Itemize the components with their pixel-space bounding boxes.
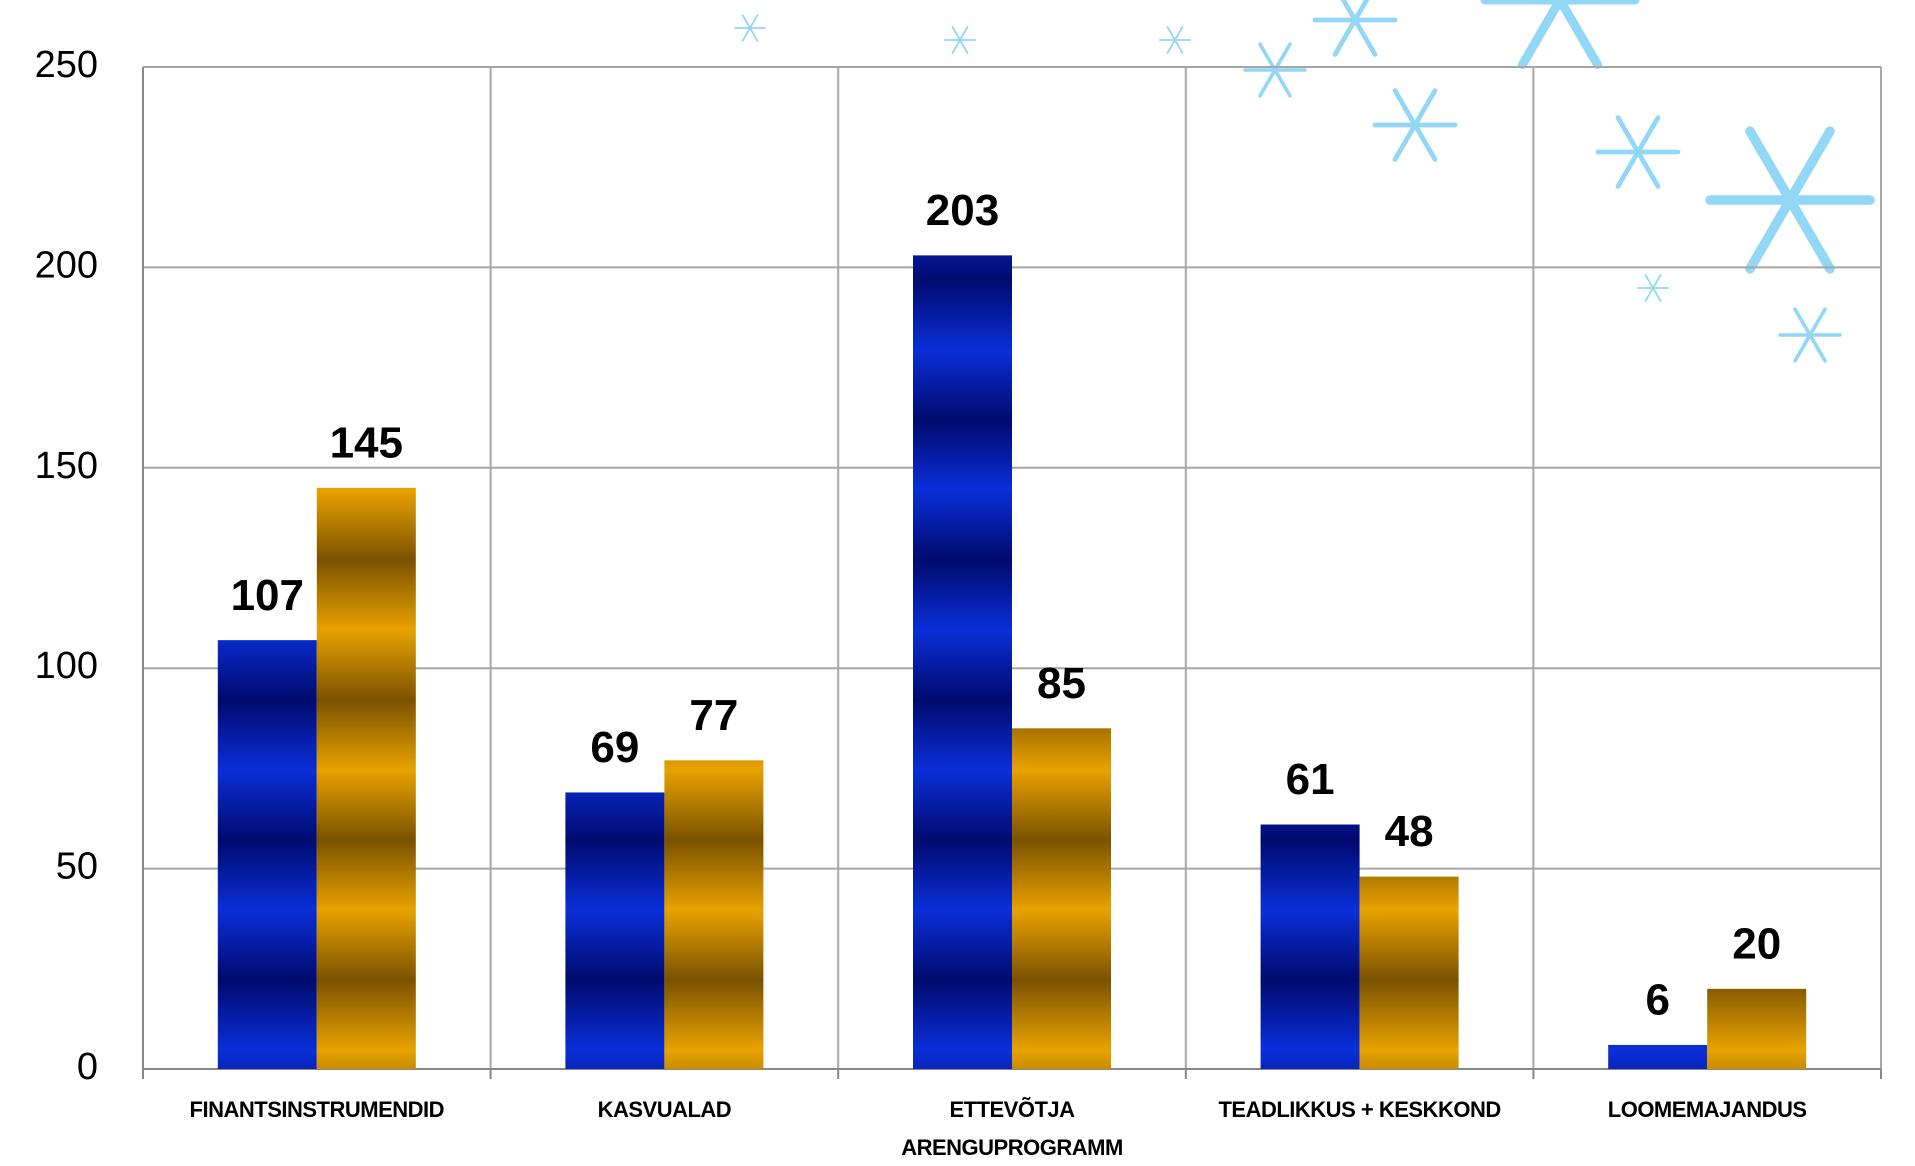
bar — [565, 792, 664, 1069]
y-tick-label: 100 — [35, 645, 98, 687]
decoration — [735, 0, 1870, 361]
y-tick-label: 50 — [56, 846, 98, 888]
y-tick-label: 0 — [77, 1046, 98, 1088]
value-label: 145 — [330, 418, 403, 467]
bar — [317, 488, 416, 1069]
x-tick-label: ETTEVÕTJA ARENGUPROGRAMM — [862, 1091, 1162, 1166]
value-label: 107 — [231, 571, 304, 620]
chart: 0 50 100 150 200 250 107 69 203 61 6 145 77 85 48 20 — [0, 0, 1915, 1166]
y-tick-label: 200 — [35, 244, 98, 286]
bar — [1707, 989, 1806, 1069]
x-tick-label: TEADLIKKUS + KESKKOND — [1210, 1091, 1510, 1129]
bar — [1261, 825, 1360, 1069]
page: 0 50 100 150 200 250 107 69 203 61 6 145 77 85 48 20 FI… — [0, 0, 1915, 1166]
value-label: 77 — [689, 691, 738, 740]
bar — [1012, 728, 1111, 1069]
bar — [1360, 877, 1459, 1069]
value-label: 69 — [590, 723, 639, 772]
y-tick-label: 150 — [35, 445, 98, 487]
x-tick-label: FINANTSINSTRUMENDID — [167, 1091, 467, 1129]
x-tick-label: LOOMEMAJANDUS — [1557, 1091, 1857, 1129]
value-label: 203 — [926, 186, 999, 235]
bar — [664, 760, 763, 1069]
bar — [913, 255, 1012, 1069]
value-label: 48 — [1385, 807, 1434, 856]
bar — [1608, 1045, 1707, 1069]
value-label: 20 — [1732, 919, 1781, 968]
x-tick-label: KASVUALAD — [514, 1091, 814, 1129]
value-label: 61 — [1286, 755, 1335, 804]
value-label: 6 — [1645, 976, 1669, 1025]
bar — [218, 640, 317, 1069]
value-label: 85 — [1037, 659, 1086, 708]
y-tick-label: 250 — [35, 44, 98, 86]
